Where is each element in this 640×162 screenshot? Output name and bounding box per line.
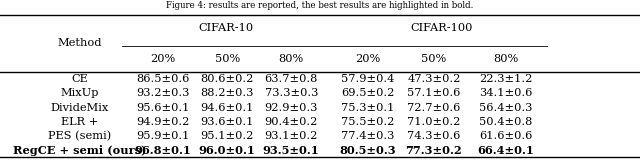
Text: 86.5±0.6: 86.5±0.6 xyxy=(136,74,190,84)
Text: 72.7±0.6: 72.7±0.6 xyxy=(407,103,461,113)
Text: 95.6±0.1: 95.6±0.1 xyxy=(136,103,190,113)
Text: 47.3±0.2: 47.3±0.2 xyxy=(407,74,461,84)
Text: 50%: 50% xyxy=(421,54,447,64)
Text: CE: CE xyxy=(72,74,88,84)
Text: 61.6±0.6: 61.6±0.6 xyxy=(479,131,532,141)
Text: 71.0±0.2: 71.0±0.2 xyxy=(407,117,461,127)
Text: DivideMix: DivideMix xyxy=(51,103,109,113)
Text: RegCE + semi (ours): RegCE + semi (ours) xyxy=(13,145,147,156)
Text: CIFAR-10: CIFAR-10 xyxy=(198,23,253,33)
Text: 63.7±0.8: 63.7±0.8 xyxy=(264,74,318,84)
Text: 34.1±0.6: 34.1±0.6 xyxy=(479,88,532,98)
Text: 80.5±0.3: 80.5±0.3 xyxy=(340,145,396,156)
Text: Figure 4: results are reported, the best results are highlighted in bold.: Figure 4: results are reported, the best… xyxy=(166,1,474,10)
Text: 66.4±0.1: 66.4±0.1 xyxy=(477,145,534,156)
Text: 95.1±0.2: 95.1±0.2 xyxy=(200,131,254,141)
Text: PES (semi): PES (semi) xyxy=(49,131,111,141)
Text: 93.6±0.1: 93.6±0.1 xyxy=(200,117,254,127)
Text: 80%: 80% xyxy=(493,54,518,64)
Text: 93.2±0.3: 93.2±0.3 xyxy=(136,88,190,98)
Text: 50.4±0.8: 50.4±0.8 xyxy=(479,117,532,127)
Text: 94.6±0.1: 94.6±0.1 xyxy=(200,103,254,113)
Text: ELR +: ELR + xyxy=(61,117,99,127)
Text: 73.3±0.3: 73.3±0.3 xyxy=(264,88,318,98)
Text: 57.1±0.6: 57.1±0.6 xyxy=(407,88,461,98)
Text: 95.9±0.1: 95.9±0.1 xyxy=(136,131,190,141)
Text: 93.1±0.2: 93.1±0.2 xyxy=(264,131,318,141)
Text: 74.3±0.6: 74.3±0.6 xyxy=(407,131,461,141)
Text: 80.6±0.2: 80.6±0.2 xyxy=(200,74,254,84)
Text: 88.2±0.3: 88.2±0.3 xyxy=(200,88,254,98)
Text: 96.0±0.1: 96.0±0.1 xyxy=(199,145,255,156)
Text: 92.9±0.3: 92.9±0.3 xyxy=(264,103,318,113)
Text: 77.3±0.2: 77.3±0.2 xyxy=(406,145,462,156)
Text: 77.4±0.3: 77.4±0.3 xyxy=(341,131,395,141)
Text: 94.9±0.2: 94.9±0.2 xyxy=(136,117,190,127)
Text: MixUp: MixUp xyxy=(61,88,99,98)
Text: 50%: 50% xyxy=(214,54,240,64)
Text: 20%: 20% xyxy=(150,54,176,64)
Text: CIFAR-100: CIFAR-100 xyxy=(410,23,473,33)
Text: 93.5±0.1: 93.5±0.1 xyxy=(263,145,319,156)
Text: 57.9±0.4: 57.9±0.4 xyxy=(341,74,395,84)
Text: 75.5±0.2: 75.5±0.2 xyxy=(341,117,395,127)
Text: 20%: 20% xyxy=(355,54,381,64)
Text: 96.8±0.1: 96.8±0.1 xyxy=(135,145,191,156)
Text: 22.3±1.2: 22.3±1.2 xyxy=(479,74,532,84)
Text: 56.4±0.3: 56.4±0.3 xyxy=(479,103,532,113)
Text: 90.4±0.2: 90.4±0.2 xyxy=(264,117,318,127)
Text: Method: Method xyxy=(58,38,102,48)
Text: 75.3±0.1: 75.3±0.1 xyxy=(341,103,395,113)
Text: 69.5±0.2: 69.5±0.2 xyxy=(341,88,395,98)
Text: 80%: 80% xyxy=(278,54,304,64)
